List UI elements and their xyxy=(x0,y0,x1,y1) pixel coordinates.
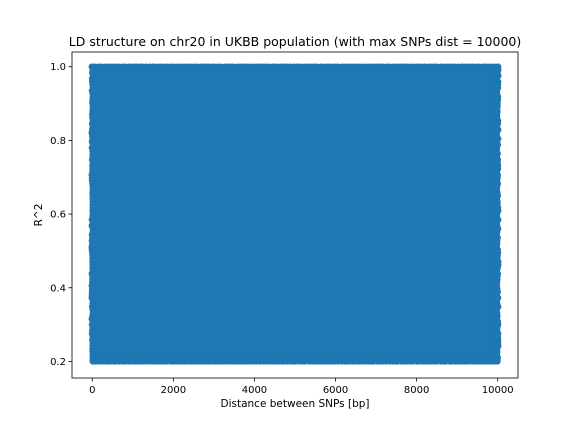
y-tick-label: 1.0 xyxy=(50,62,66,73)
x-tick-label: 8000 xyxy=(404,385,429,396)
scatter-points xyxy=(88,64,501,365)
x-tick-label: 10000 xyxy=(482,385,514,396)
y-tick-label: 0.6 xyxy=(50,210,66,221)
x-tick-label: 4000 xyxy=(242,385,267,396)
y-tick-label: 0.2 xyxy=(50,357,66,368)
x-axis-label: Distance between SNPs [bp] xyxy=(221,398,370,410)
y-tick-label: 0.8 xyxy=(50,136,66,147)
y-axis-label: R^2 xyxy=(33,204,45,227)
x-tick-label: 0 xyxy=(89,385,95,396)
scatter-point xyxy=(89,358,95,364)
y-tick-label: 0.4 xyxy=(50,283,66,294)
scatter-point xyxy=(494,358,500,364)
scatter-point-cloud xyxy=(92,67,497,362)
x-tick-label: 6000 xyxy=(323,385,348,396)
x-tick-label: 2000 xyxy=(161,385,186,396)
chart-title: LD structure on chr20 in UKBB population… xyxy=(69,34,522,49)
